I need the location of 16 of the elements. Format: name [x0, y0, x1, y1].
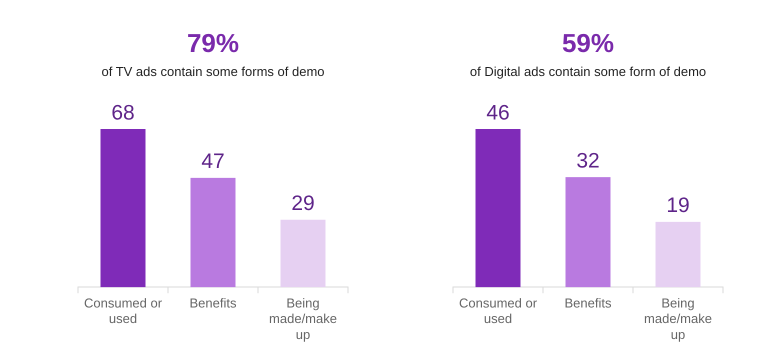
chart-title: 59% [560, 28, 616, 59]
x-tick-label: Consumed or used [458, 296, 538, 326]
x-tick-label: Being made/make up [269, 296, 337, 342]
x-tick-label: Benefits [190, 296, 237, 311]
chart-title: 79% [186, 28, 240, 59]
x-tick-label: Benefits [564, 296, 612, 311]
x-tick-label: Being made/make up [644, 296, 712, 342]
data-label: 19 [666, 194, 690, 218]
chart-subtitle: of Digital ads contain some form of demo [468, 64, 708, 79]
x-tick-label: Consumed or used [84, 296, 163, 326]
data-label: 32 [576, 149, 600, 172]
chart-subtitle: of TV ads contain some forms of demo [100, 64, 326, 79]
data-label: 47 [201, 150, 225, 174]
data-label: 46 [486, 101, 510, 124]
data-label: 68 [111, 101, 135, 124]
data-label: 29 [291, 192, 315, 216]
